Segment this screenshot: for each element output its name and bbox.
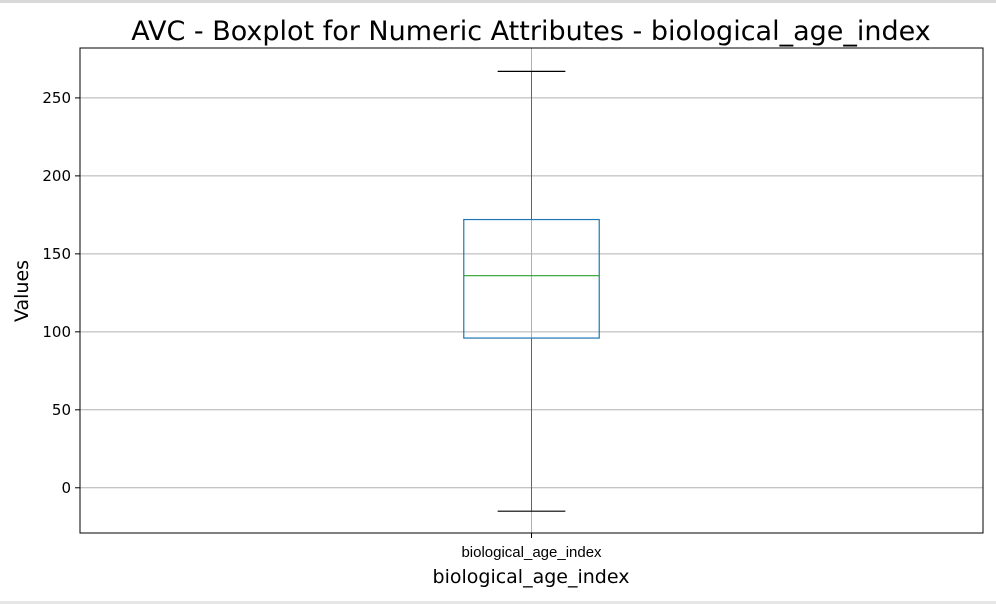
bottom-border-strip bbox=[0, 601, 996, 604]
x-axis-label: biological_age_index bbox=[433, 566, 630, 588]
x-tick-label: biological_age_index bbox=[461, 544, 602, 561]
y-tick-label: 100 bbox=[42, 323, 71, 341]
chart-title: AVC - Boxplot for Numeric Attributes - b… bbox=[131, 16, 931, 47]
y-axis-ticks: 0 50 100 150 200 250 bbox=[42, 89, 80, 497]
y-tick-label: 0 bbox=[61, 479, 71, 497]
box-layer bbox=[463, 70, 600, 512]
y-tick-label: 200 bbox=[42, 167, 71, 185]
y-tick-label: 250 bbox=[42, 89, 71, 107]
grid-layer bbox=[80, 48, 983, 533]
x-axis-ticks: biological_age_index bbox=[461, 533, 602, 561]
y-tick-label: 150 bbox=[42, 245, 71, 263]
y-axis-label: Values bbox=[11, 260, 33, 322]
box-group bbox=[463, 70, 600, 512]
top-border-strip bbox=[0, 0, 996, 3]
y-tick-label: 50 bbox=[52, 401, 71, 419]
iqr-box bbox=[463, 218, 600, 339]
